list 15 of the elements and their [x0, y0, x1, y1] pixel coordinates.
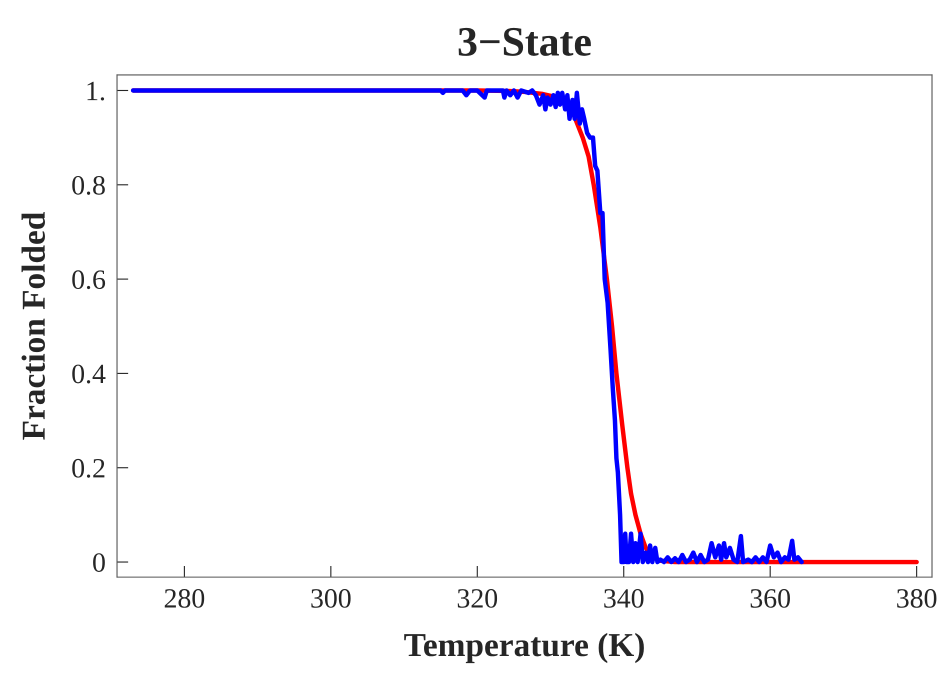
x-tick-label: 300 — [311, 589, 351, 608]
x-tick-label: 320 — [458, 589, 498, 608]
x-tick-label: 360 — [750, 589, 790, 608]
y-tick-label: 0 — [93, 553, 105, 572]
x-tick-label: 280 — [164, 589, 204, 608]
y-tick-label: 0.6 — [72, 270, 106, 290]
y-axis-title: Fraction Folded — [22, 212, 45, 440]
y-tick-label: 1. — [88, 82, 104, 101]
x-tick-label: 380 — [897, 589, 936, 608]
x-axis-title: Temperature (K) — [404, 632, 644, 664]
y-tick-label: 0.4 — [72, 364, 106, 384]
chart-title: 3−State — [458, 28, 591, 56]
y-tick-label: 0.2 — [72, 458, 104, 478]
x-tick-label: 340 — [604, 589, 644, 608]
y-tick-label: 0.8 — [72, 176, 105, 195]
